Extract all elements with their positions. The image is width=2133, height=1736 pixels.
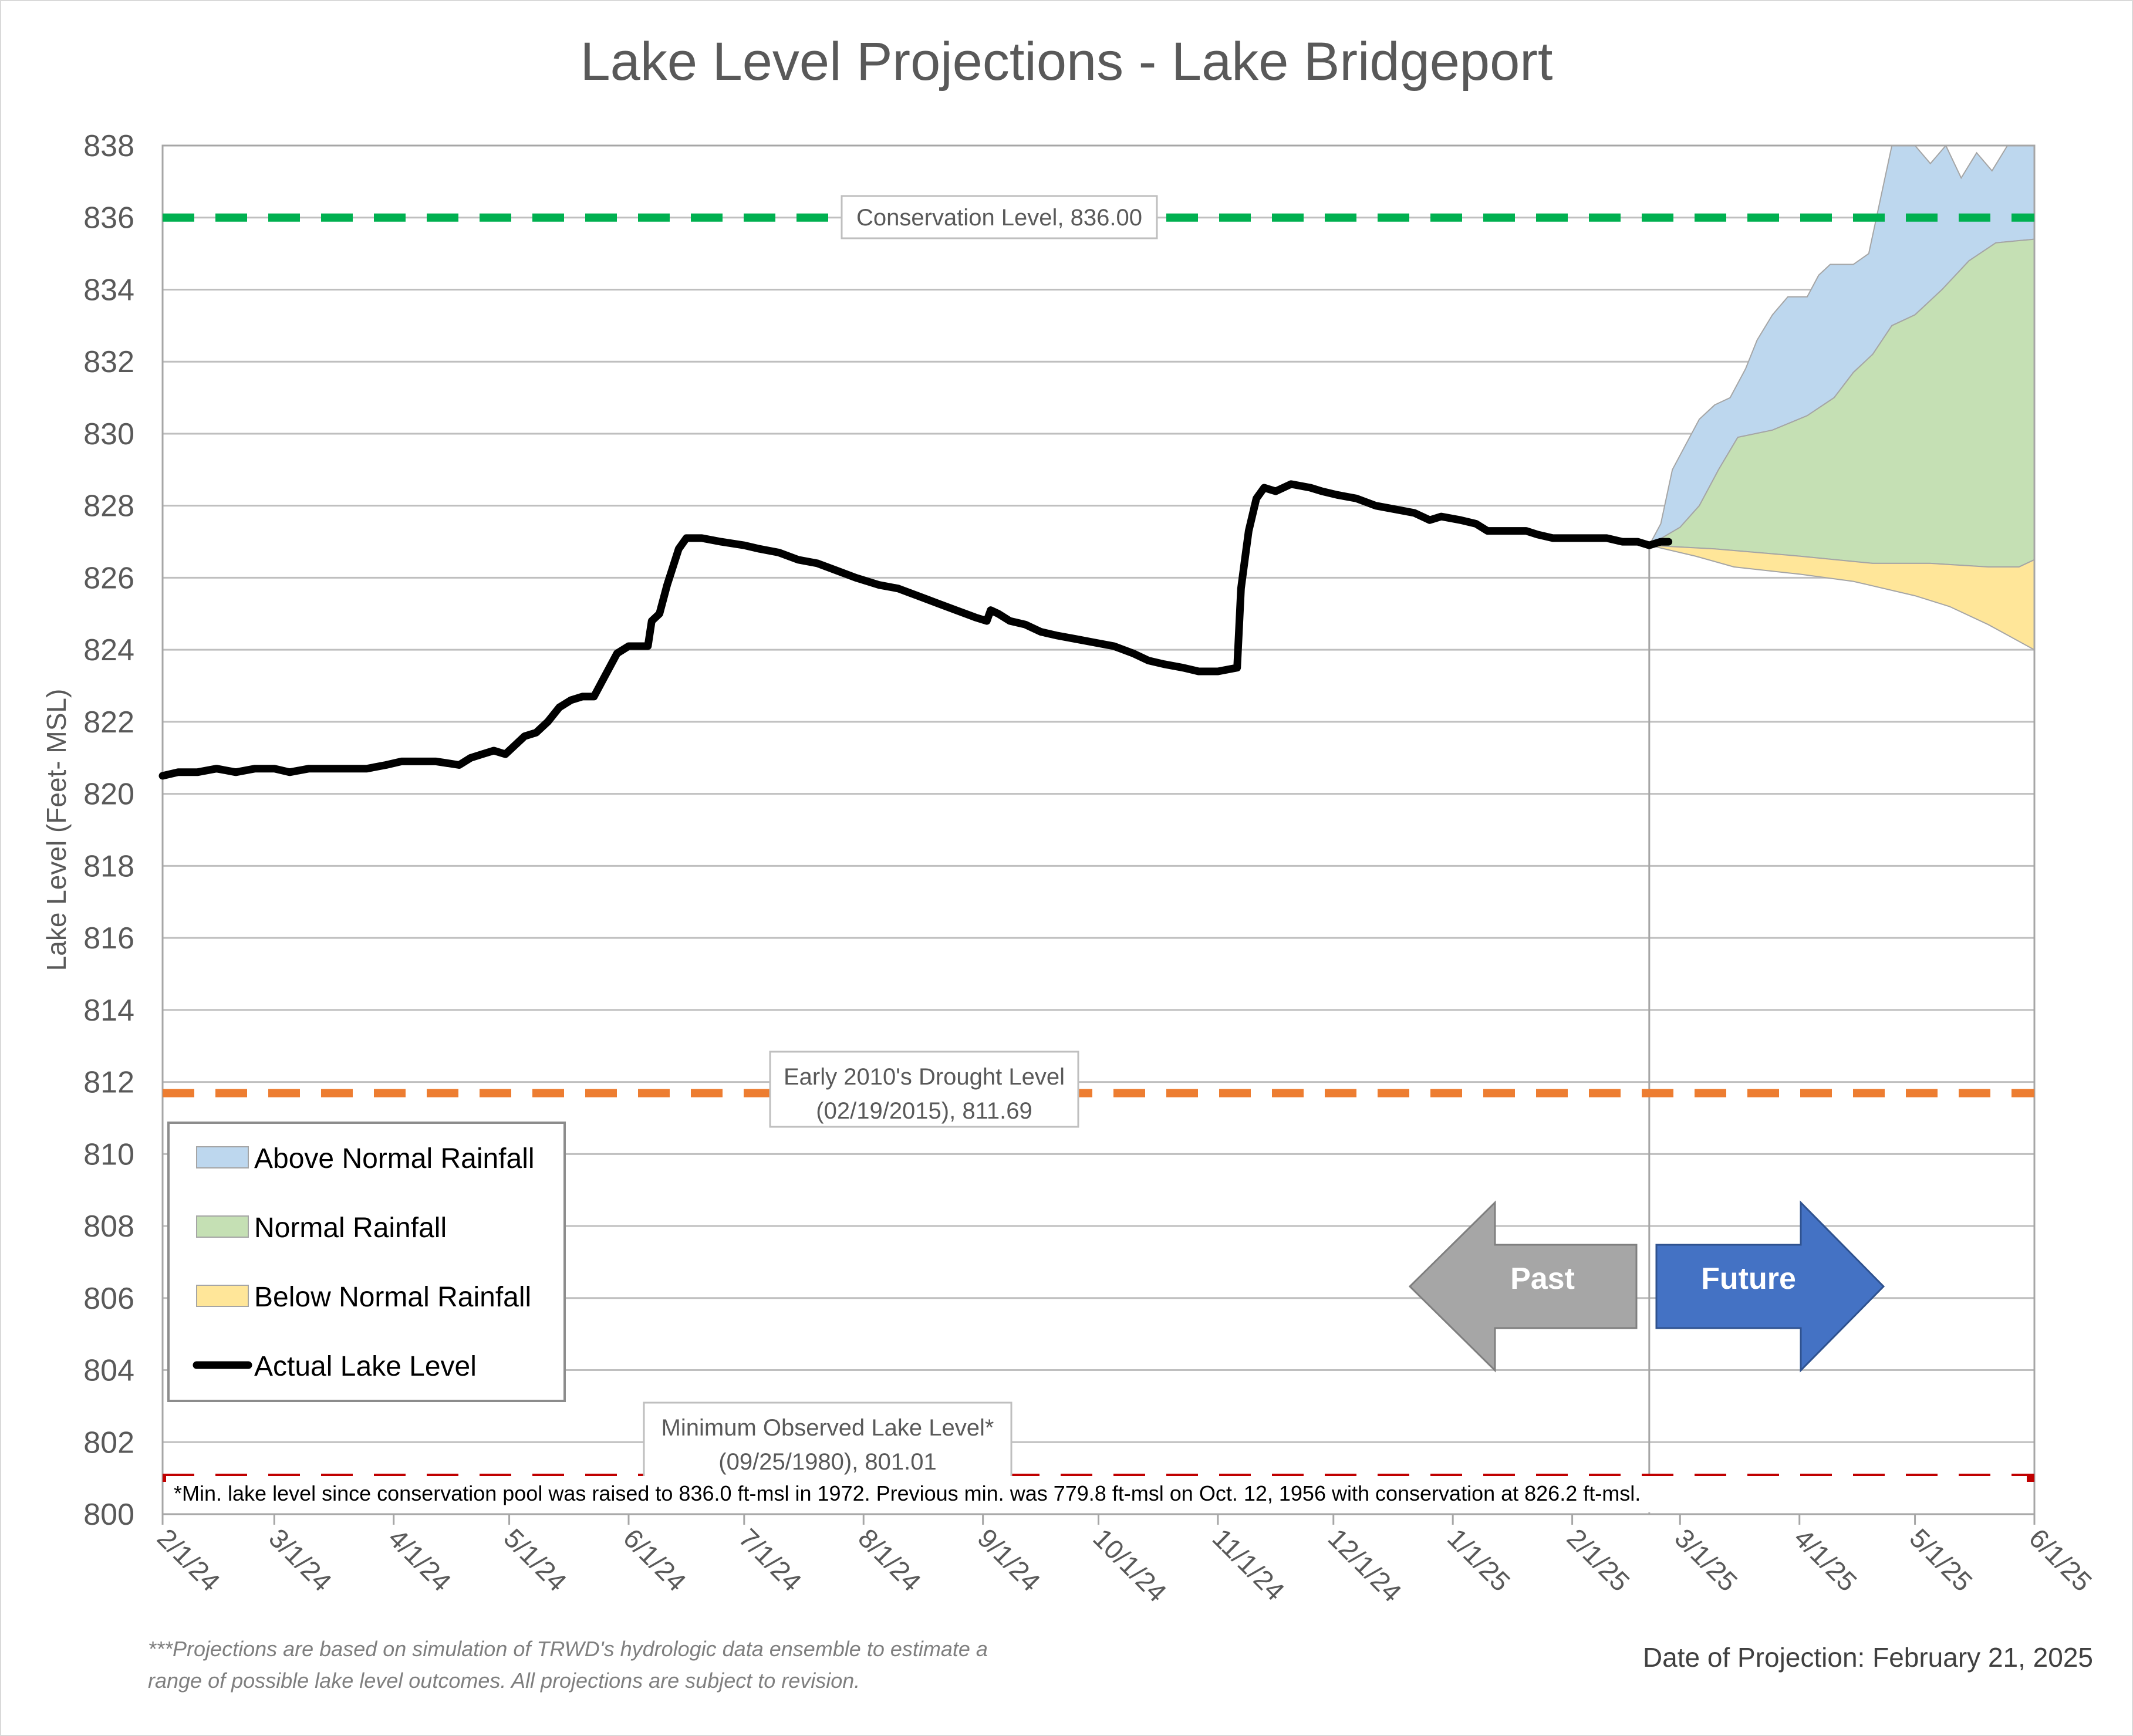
y-axis-label: Lake Level (Feet- MSL) (41, 689, 72, 971)
y-tick-label: 838 (83, 129, 134, 163)
conservation-callout-box (841, 195, 1158, 239)
past-label: Past (1510, 1262, 1575, 1296)
x-tick-label: 7/1/24 (733, 1522, 808, 1597)
y-tick-label: 804 (83, 1354, 134, 1388)
y-tick-label: 828 (83, 489, 134, 523)
x-tick-label: 1/1/25 (1442, 1522, 1516, 1597)
legend-label: Above Normal Rainfall (254, 1143, 535, 1174)
x-tick-label: 11/1/24 (1207, 1522, 1291, 1606)
y-tick-label: 816 (83, 921, 134, 955)
y-tick-label: 822 (83, 705, 134, 739)
x-tick-label: 10/1/24 (1087, 1522, 1172, 1607)
past-arrow (1408, 1200, 1638, 1373)
conservation-callout-text: Conservation Level, 836.00 (856, 205, 1142, 231)
y-tick-label: 802 (83, 1426, 134, 1460)
legend-box (167, 1122, 566, 1402)
minimum-callout-text: (09/25/1980), 801.01 (718, 1449, 936, 1475)
y-tick-label: 810 (83, 1137, 134, 1171)
legend-swatch (196, 1146, 249, 1168)
y-tick-label: 830 (83, 417, 134, 451)
x-tick-label: 5/1/25 (1904, 1522, 1979, 1597)
chart-title: Lake Level Projections - Lake Bridgeport (580, 32, 1553, 92)
future-label: Future (1701, 1262, 1796, 1296)
drought-callout-text: (02/19/2015), 811.69 (816, 1098, 1032, 1124)
footnote-text: *Min. lake level since conservation pool… (174, 1481, 1641, 1505)
y-tick-label: 818 (83, 849, 134, 883)
footnote-background (166, 1476, 2027, 1512)
legend-swatch (196, 1285, 249, 1307)
x-tick-label: 5/1/24 (498, 1522, 572, 1597)
x-tick-label: 2/1/24 (151, 1522, 226, 1597)
y-tick-label: 812 (83, 1066, 134, 1100)
actual-lake-level-line (158, 480, 1673, 780)
x-tick-label: 4/1/24 (383, 1522, 457, 1597)
disclaimer-line-1: ***Projections are based on simulation o… (148, 1637, 988, 1661)
x-tick-label: 12/1/24 (1322, 1522, 1408, 1607)
x-tick-label: 3/1/24 (263, 1522, 338, 1597)
legend-label: Below Normal Rainfall (254, 1282, 531, 1313)
y-tick-label: 834 (83, 273, 134, 307)
disclaimer-line-2: range of possible lake level outcomes. A… (148, 1669, 860, 1693)
x-tick-label: 4/1/25 (1788, 1522, 1863, 1597)
legend-label: Normal Rainfall (254, 1213, 447, 1244)
y-tick-label: 820 (83, 778, 134, 812)
drought-callout-text: Early 2010's Drought Level (784, 1064, 1065, 1090)
x-tick-label: 8/1/24 (852, 1522, 927, 1597)
y-tick-label: 806 (83, 1282, 134, 1316)
projection-date-label: Date of Projection: February 21, 2025 (1643, 1642, 2093, 1673)
x-tick-label: 6/1/24 (617, 1522, 692, 1597)
x-tick-label: 9/1/24 (972, 1522, 1047, 1597)
x-tick-label: 2/1/25 (1561, 1522, 1636, 1597)
y-tick-label: 836 (83, 201, 134, 235)
drought-callout-box (769, 1051, 1079, 1128)
y-tick-label: 824 (83, 633, 134, 667)
legend-swatch (196, 1215, 249, 1238)
y-tick-label: 800 (83, 1498, 134, 1532)
x-tick-label: 3/1/25 (1669, 1522, 1743, 1597)
x-tick-label: 6/1/25 (2023, 1522, 2098, 1597)
minimum-callout-text: Minimum Observed Lake Level* (662, 1415, 994, 1441)
legend-label: Actual Lake Level (254, 1351, 477, 1382)
y-tick-label: 808 (83, 1210, 134, 1244)
minimum-callout-box (643, 1401, 1013, 1479)
y-tick-label: 832 (83, 345, 134, 379)
y-tick-label: 826 (83, 561, 134, 595)
y-tick-label: 814 (83, 994, 134, 1028)
future-arrow (1655, 1200, 1885, 1373)
